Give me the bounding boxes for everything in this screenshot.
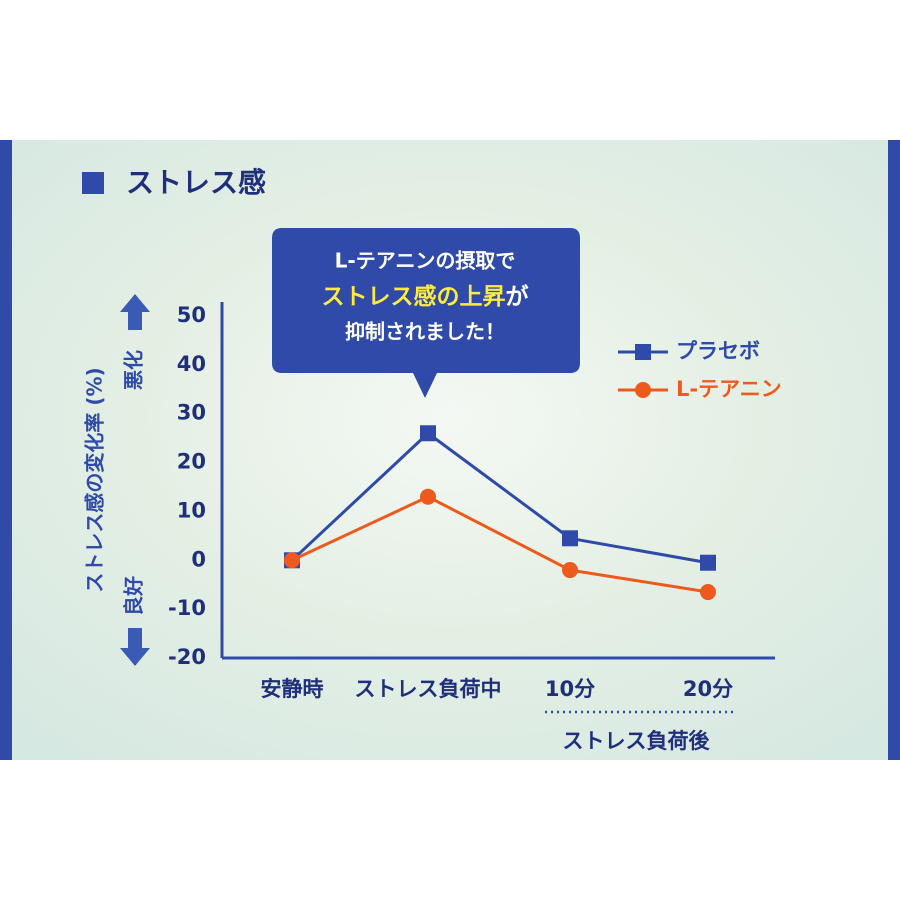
callout-text: ストレス感の上昇が <box>322 283 529 310</box>
x-tick-label: 10分 <box>545 677 595 701</box>
y-tick-label: 0 <box>191 547 206 571</box>
x-tick-label: 安静時 <box>261 677 324 701</box>
callout-text: L-テアニンの摂取で <box>335 249 516 273</box>
point <box>420 488 436 505</box>
y-tick-label: 10 <box>177 498 206 522</box>
callout-text: が <box>506 283 529 310</box>
chart-title: ストレス感 <box>126 166 266 199</box>
callout-highlight: ストレス感の上昇 <box>322 283 506 310</box>
point <box>420 425 436 442</box>
y-tick-label: 40 <box>177 352 206 376</box>
y-up-label: 悪化 <box>122 350 146 390</box>
point <box>700 584 716 601</box>
y-tick-label: -10 <box>168 596 206 620</box>
x-tick-label: ストレス負荷中 <box>355 677 502 701</box>
y-tick-label: 30 <box>177 401 206 425</box>
y-tick-label: 50 <box>177 303 206 327</box>
point <box>700 554 716 571</box>
legend-marker <box>635 344 651 360</box>
y-down-label: 良好 <box>122 576 146 616</box>
group-label: ストレス負荷後 <box>563 729 711 753</box>
arrow-down <box>120 628 150 666</box>
callout-box <box>272 228 580 398</box>
x-tick-label: 20分 <box>683 677 733 701</box>
legend-label: プラセボ <box>676 339 760 363</box>
arrow-up <box>120 294 150 330</box>
legend-marker <box>635 382 651 398</box>
panel-border <box>0 140 12 760</box>
callout-text: 抑制されました！ <box>345 320 505 344</box>
y-tick-label: 20 <box>177 450 206 474</box>
point <box>562 530 578 547</box>
point <box>562 562 578 579</box>
title-bullet <box>82 172 104 194</box>
series-line <box>290 431 709 565</box>
series-line <box>291 495 709 594</box>
point <box>284 552 300 569</box>
y-axis-label: ストレス感の変化率 (%) <box>83 367 107 592</box>
panel-border <box>888 140 900 760</box>
legend-label: L-テアニン <box>676 377 782 401</box>
y-tick-label: -20 <box>168 645 206 669</box>
